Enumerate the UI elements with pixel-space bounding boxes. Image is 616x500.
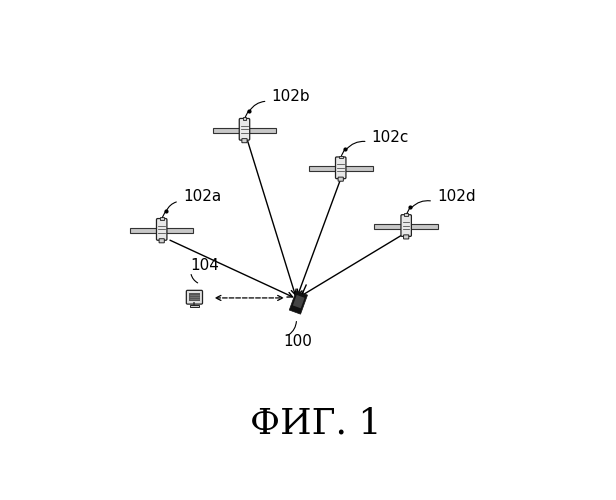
Bar — [160, 217, 163, 220]
FancyBboxPatch shape — [338, 177, 343, 181]
FancyBboxPatch shape — [156, 218, 167, 240]
FancyBboxPatch shape — [239, 118, 249, 140]
Polygon shape — [290, 291, 307, 314]
Text: ФИГ. 1: ФИГ. 1 — [250, 407, 381, 441]
Text: 102d: 102d — [437, 189, 476, 204]
Polygon shape — [293, 295, 304, 308]
FancyBboxPatch shape — [187, 290, 203, 304]
FancyBboxPatch shape — [403, 235, 409, 239]
Bar — [410, 224, 438, 229]
Bar — [166, 228, 193, 233]
FancyBboxPatch shape — [242, 138, 247, 142]
Bar — [248, 128, 276, 133]
Bar — [213, 128, 240, 133]
Bar — [345, 166, 373, 172]
Bar — [130, 228, 158, 233]
Text: 104: 104 — [190, 258, 219, 274]
Text: 102a: 102a — [183, 189, 221, 204]
Text: 102b: 102b — [272, 89, 310, 104]
Text: 102c: 102c — [371, 130, 409, 144]
FancyBboxPatch shape — [336, 157, 346, 178]
Text: 100: 100 — [283, 334, 312, 348]
Bar — [190, 305, 200, 307]
Bar — [404, 214, 408, 216]
Bar — [243, 117, 246, 119]
Bar — [309, 166, 337, 172]
FancyBboxPatch shape — [159, 238, 164, 243]
Bar — [339, 156, 342, 158]
Bar — [189, 293, 200, 302]
FancyBboxPatch shape — [401, 214, 411, 236]
Bar — [375, 224, 402, 229]
